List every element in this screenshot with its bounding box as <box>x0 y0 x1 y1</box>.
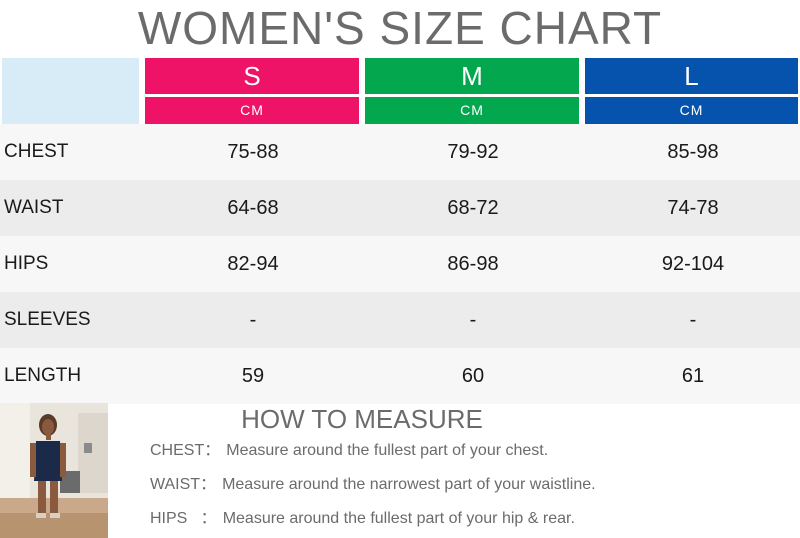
cell-value-l: 92-104 <box>661 253 725 275</box>
size-header-l: L <box>585 58 798 94</box>
cell-value-m: 60 <box>461 365 485 387</box>
cell-value-l: 74-78 <box>667 197 719 219</box>
how-to-measure-title: HOW TO MEASURE <box>241 404 483 434</box>
row-label: LENGTH <box>4 365 82 386</box>
cell-value-m: 68-72 <box>447 197 499 219</box>
table-row-chest: CHEST 75-88 79-92 85-98 <box>0 124 800 180</box>
header-corner-cell <box>2 58 139 124</box>
cell-value-s: 59 <box>241 365 265 387</box>
cell-value-m: - <box>469 309 477 331</box>
instruction-key: WAIST： <box>150 476 217 493</box>
cell-value-s: - <box>249 309 257 331</box>
cell-value-s: 75-88 <box>227 141 279 163</box>
model-photo <box>0 403 108 538</box>
table-row-waist: WAIST 64-68 68-72 74-78 <box>0 180 800 236</box>
unit-header-s: CM <box>145 97 359 124</box>
unit-header-l: CM <box>585 97 798 124</box>
table-row-length: LENGTH 59 60 61 <box>0 348 800 404</box>
instruction-text: Measure around the narrowest part of you… <box>222 476 596 493</box>
instruction-text: Measure around the fullest part of your … <box>222 510 575 527</box>
cell-value-s: 64-68 <box>227 197 279 219</box>
row-label: HIPS <box>4 253 49 274</box>
cell-value-m: 86-98 <box>447 253 499 275</box>
row-label: WAIST <box>4 197 64 218</box>
table-row-hips: HIPS 82-94 86-98 92-104 <box>0 236 800 292</box>
cell-value-s: 82-94 <box>227 253 279 275</box>
cell-value-l: - <box>689 309 697 331</box>
page-title: WOMEN'S SIZE CHART <box>137 2 663 54</box>
row-label: CHEST <box>4 141 69 162</box>
cell-value-l: 61 <box>681 365 705 387</box>
cell-value-m: 79-92 <box>447 141 499 163</box>
instruction-hips: HIPS ： Measure around the fullest part of… <box>150 507 575 531</box>
unit-header-m: CM <box>365 97 579 124</box>
size-header-s: S <box>145 58 359 94</box>
instruction-key: HIPS ： <box>150 510 217 527</box>
instruction-key: CHEST： <box>150 442 221 459</box>
instruction-waist: WAIST： Measure around the narrowest part … <box>150 473 596 497</box>
table-row-sleeves: SLEEVES - - - <box>0 292 800 348</box>
row-label: SLEEVES <box>4 309 91 330</box>
instruction-text: Measure around the fullest part of your … <box>226 442 549 459</box>
size-header-m: M <box>365 58 579 94</box>
instruction-chest: CHEST： Measure around the fullest part of… <box>150 439 548 463</box>
cell-value-l: 85-98 <box>667 141 719 163</box>
